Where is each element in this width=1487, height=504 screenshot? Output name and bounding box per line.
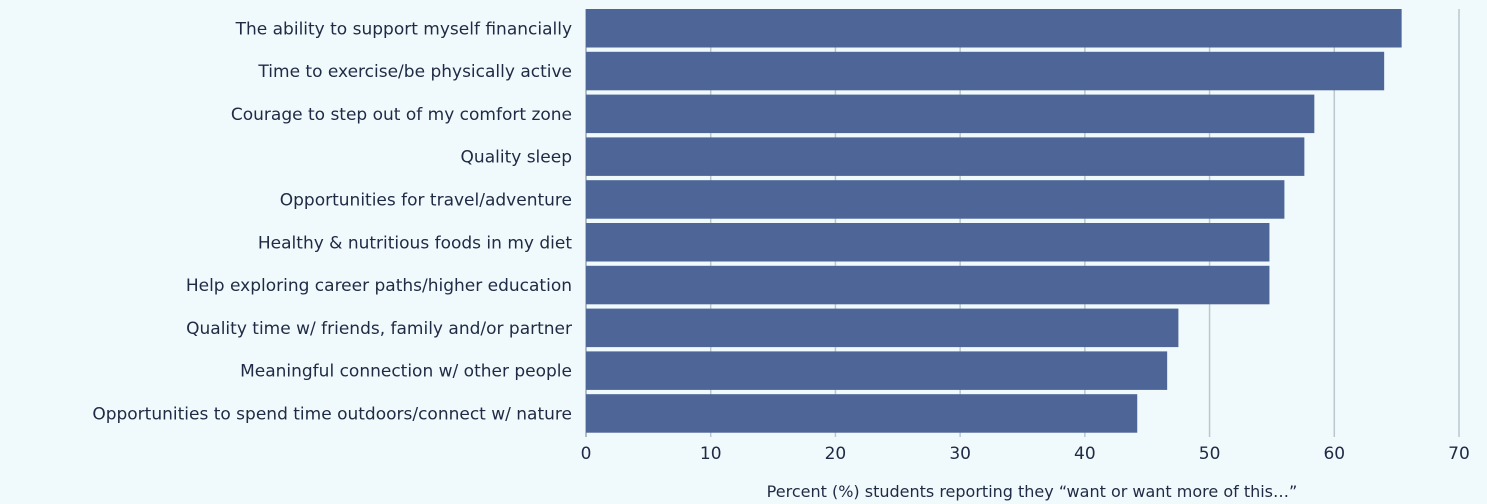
bar: [586, 223, 1270, 262]
x-tick-label: 10: [700, 444, 722, 464]
x-tick-label: 60: [1323, 444, 1345, 464]
bar: [586, 265, 1270, 305]
bars: [586, 9, 1402, 433]
bar: [586, 394, 1138, 433]
category-label: Time to exercise/be physically active: [257, 62, 572, 82]
x-tick-label: 70: [1448, 444, 1470, 464]
x-tick-label: 30: [949, 444, 971, 464]
x-tick-labels: 0 10 20 30 40 50 60 70: [581, 444, 1470, 464]
category-label: The ability to support myself financiall…: [235, 19, 572, 39]
bar: [586, 351, 1168, 390]
bar: [586, 308, 1179, 348]
category-label: Healthy & nutritious foods in my diet: [258, 233, 572, 253]
x-tick-label: 20: [825, 444, 847, 464]
category-label: Quality sleep: [461, 148, 572, 168]
x-tick-label: 50: [1199, 444, 1221, 464]
bar: [586, 94, 1315, 134]
category-label: Opportunities for travel/adventure: [280, 190, 572, 210]
x-axis-label: Percent (%) students reporting they “wan…: [767, 482, 1298, 501]
x-tick-label: 40: [1074, 444, 1096, 464]
category-label: Courage to step out of my comfort zone: [231, 105, 572, 125]
bar: [586, 137, 1305, 176]
category-label: Help exploring career paths/higher educa…: [186, 276, 572, 296]
bar: [586, 180, 1285, 219]
category-label: Meaningful connection w/ other people: [240, 362, 572, 382]
category-label: Opportunities to spend time outdoors/con…: [92, 404, 572, 424]
category-label: Quality time w/ friends, family and/or p…: [186, 319, 572, 339]
category-labels: The ability to support myself financiall…: [92, 19, 572, 424]
bar: [586, 9, 1402, 48]
x-tick-label: 0: [581, 444, 592, 464]
bar: [586, 51, 1385, 91]
